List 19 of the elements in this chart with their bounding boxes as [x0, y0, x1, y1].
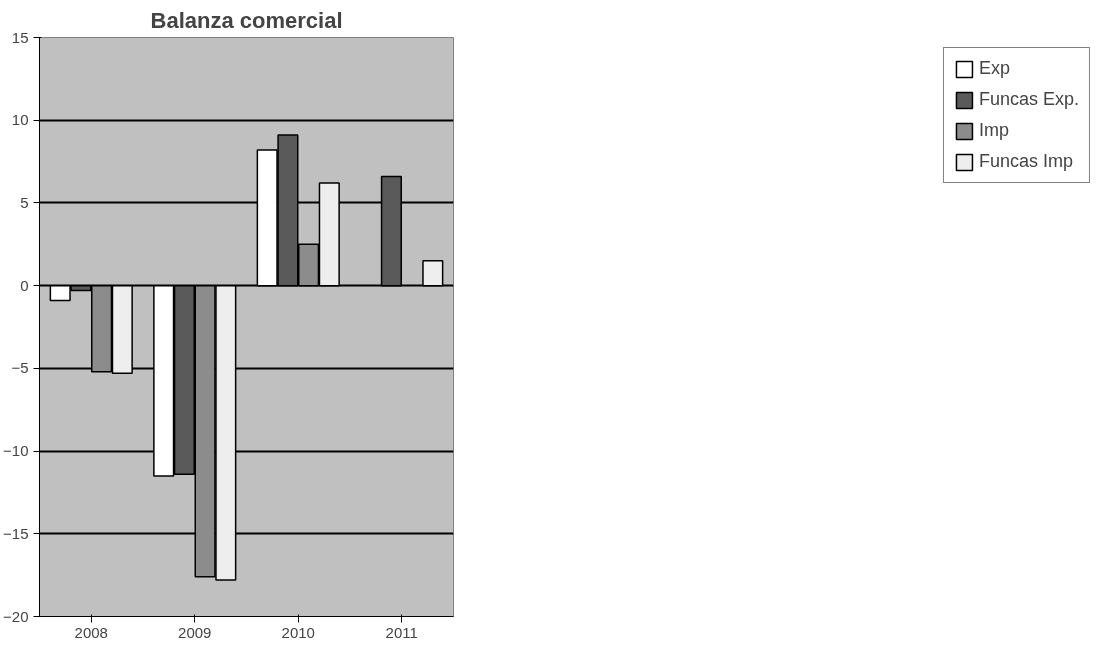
legend-label: Exp [978, 58, 1010, 79]
y-tick-label: 10 [11, 111, 29, 129]
x-tick-label: 2008 [74, 623, 108, 641]
x-tick-label: 2011 [385, 623, 418, 641]
legend-label: Imp [978, 120, 1009, 141]
bar [380, 175, 402, 287]
bar [422, 260, 444, 287]
y-tick-label: −15 [3, 524, 29, 542]
y-tick-label: 0 [20, 276, 29, 294]
y-tick-label: 5 [20, 193, 29, 211]
y-tick-label: −5 [11, 359, 29, 377]
y-tick-label: −20 [3, 607, 29, 625]
x-tick-label: 2009 [178, 623, 212, 641]
x-tick-label: 2010 [281, 623, 315, 641]
y-tick-label: −10 [3, 442, 29, 460]
legend-label: Funcas Exp. [978, 89, 1079, 110]
legend-label: Funcas Imp [978, 151, 1073, 172]
chart-title: Balanza comercial [150, 7, 343, 33]
y-tick-label: 15 [11, 28, 29, 46]
